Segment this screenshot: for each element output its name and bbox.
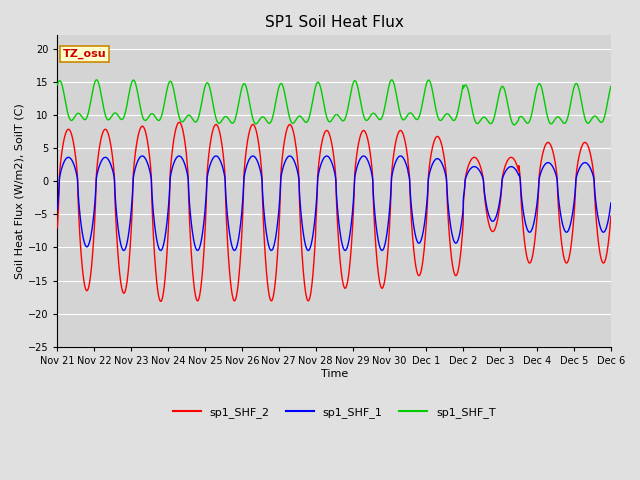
Line: sp1_SHF_1: sp1_SHF_1 (58, 156, 611, 251)
sp1_SHF_1 (607, 200, 614, 206)
Title: SP1 Soil Heat Flux: SP1 Soil Heat Flux (265, 15, 404, 30)
sp1_SHF_T (54, 82, 61, 88)
X-axis label: Time: Time (321, 369, 348, 379)
Y-axis label: Soil Heat Flux (W/m2), SoilT (C): Soil Heat Flux (W/m2), SoilT (C) (15, 103, 25, 279)
sp1_SHF_1 (54, 206, 61, 212)
sp1_SHF_1 (290, 157, 298, 163)
Line: sp1_SHF_2: sp1_SHF_2 (58, 122, 611, 301)
sp1_SHF_1 (360, 153, 367, 159)
sp1_SHF_T (117, 116, 125, 122)
sp1_SHF_1 (150, 210, 157, 216)
sp1_SHF_T (537, 83, 545, 88)
sp1_SHF_1 (596, 225, 604, 230)
sp1_SHF_2 (537, 161, 545, 167)
sp1_SHF_T (150, 112, 157, 118)
sp1_SHF_2 (596, 252, 604, 258)
Text: TZ_osu: TZ_osu (63, 49, 107, 60)
sp1_SHF_2 (157, 299, 164, 304)
sp1_SHF_2 (150, 233, 157, 239)
Line: sp1_SHF_T: sp1_SHF_T (58, 80, 611, 125)
sp1_SHF_1 (537, 170, 545, 176)
sp1_SHF_T (510, 122, 518, 128)
sp1_SHF_2 (116, 278, 124, 284)
sp1_SHF_2 (266, 296, 274, 301)
sp1_SHF_T (596, 119, 604, 125)
sp1_SHF_2 (607, 213, 614, 219)
sp1_SHF_T (290, 120, 298, 126)
sp1_SHF_2 (290, 132, 298, 138)
sp1_SHF_T (266, 120, 274, 126)
sp1_SHF_2 (54, 225, 61, 231)
sp1_SHF_T (93, 77, 100, 83)
sp1_SHF_1 (341, 248, 349, 253)
sp1_SHF_2 (175, 120, 183, 125)
sp1_SHF_1 (266, 246, 273, 252)
Legend: sp1_SHF_2, sp1_SHF_1, sp1_SHF_T: sp1_SHF_2, sp1_SHF_1, sp1_SHF_T (168, 402, 500, 422)
sp1_SHF_T (607, 84, 614, 89)
sp1_SHF_1 (116, 240, 124, 246)
